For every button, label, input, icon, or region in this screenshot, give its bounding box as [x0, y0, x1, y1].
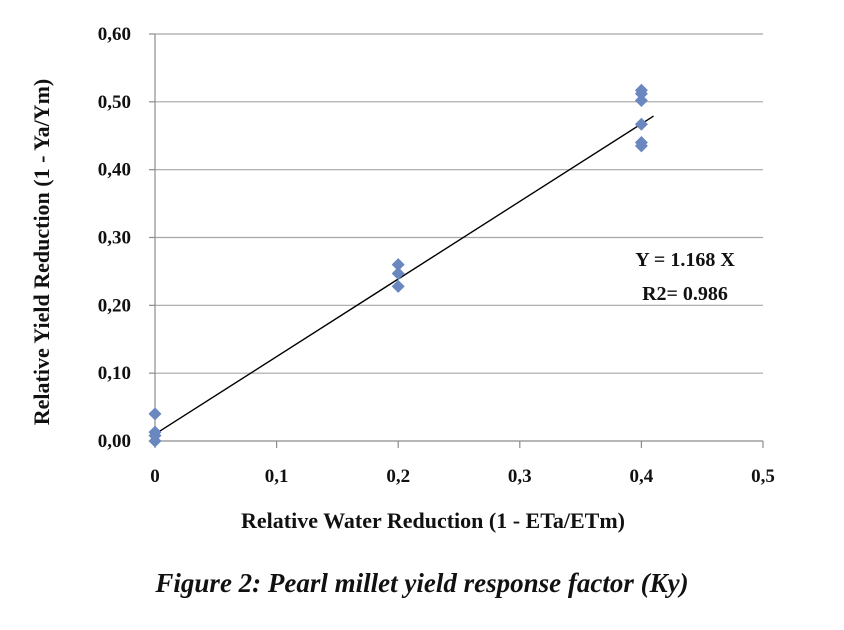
y-axis-title: Relative Yield Reduction (1 - Ya/Ym) [29, 79, 54, 425]
y-tick-label: 0,20 [98, 295, 131, 316]
y-tick-labels: 0,00 0,10 0,20 0,30 0,40 0,50 0,60 [98, 24, 131, 452]
x-tick-label: 0,5 [751, 466, 775, 487]
x-tick-label: 0,3 [508, 466, 532, 487]
y-tick-label: 0,50 [98, 92, 131, 113]
data-point [634, 139, 648, 153]
x-tick-label: 0,4 [630, 466, 654, 487]
gridlines [149, 33, 763, 442]
data-point [391, 279, 405, 293]
x-tick-label: 0 [150, 466, 160, 487]
y-tick-label: 0,40 [98, 160, 131, 181]
data-point [634, 87, 648, 101]
data-point [391, 258, 405, 272]
x-tick-marks [154, 441, 764, 448]
figure-caption: Figure 2: Pearl millet yield response fa… [155, 568, 689, 598]
scatter-chart: 0,000,100,200,300,400,500,60 0 0,1 0,2 0,3 0… [29, 24, 775, 533]
data-point [634, 117, 648, 131]
x-tick-labels: 0 0,1 0,2 0,3 0,4 0,5 [150, 466, 775, 487]
x-axis-title: Relative Water Reduction (1 - ETa/ETm) [241, 508, 625, 533]
data-point [148, 407, 162, 421]
data-point [391, 266, 405, 280]
data-point [148, 434, 162, 448]
y-tick-label: 0,60 [98, 24, 131, 45]
trendline [154, 115, 654, 435]
y-tick-label: 0,10 [98, 363, 131, 384]
y-tick-label: 0,00 [98, 431, 131, 452]
equation-label: Y = 1.168 X [635, 249, 735, 271]
x-tick-label: 0,2 [386, 466, 410, 487]
r2-label: R2= 0.986 [642, 283, 728, 305]
data-points [148, 83, 648, 448]
x-tick-label: 0,1 [265, 466, 289, 487]
data-point [634, 93, 648, 107]
y-tick-label: 0,30 [98, 228, 131, 249]
